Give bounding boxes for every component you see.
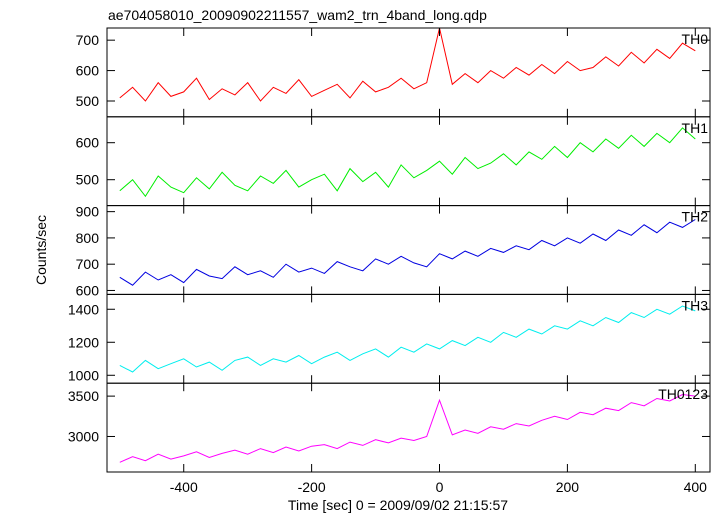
y-tick-label: 3500 <box>68 388 99 404</box>
chart-title: ae704058010_20090902211557_wam2_trn_4ban… <box>108 7 487 23</box>
y-tick-label: 1400 <box>68 301 99 317</box>
data-line <box>119 127 696 198</box>
y-tick-label: 500 <box>76 93 100 109</box>
y-tick-label: 800 <box>76 230 100 246</box>
data-line <box>119 305 696 373</box>
y-tick-label: 700 <box>76 32 100 48</box>
x-tick-label: -400 <box>170 479 198 495</box>
x-tick-label: 200 <box>556 479 580 495</box>
y-tick-label: 1200 <box>68 334 99 350</box>
panel-label: TH3 <box>682 297 709 313</box>
panel-frame <box>106 293 711 384</box>
panel-frame <box>106 205 711 295</box>
data-line <box>119 27 696 102</box>
y-tick-label: 600 <box>76 135 100 151</box>
y-axis-label: Counts/sec <box>33 215 49 285</box>
y-tick-label: 600 <box>76 282 100 298</box>
panel-label: TH1 <box>682 120 709 136</box>
panel-frame <box>106 382 711 473</box>
y-tick-label: 600 <box>76 63 100 79</box>
y-tick-label: 3000 <box>68 428 99 444</box>
panel-frame <box>106 116 711 207</box>
y-tick-label: 500 <box>76 172 100 188</box>
data-line <box>119 219 696 286</box>
x-axis-label: Time [sec] 0 = 2009/09/02 21:15:57 <box>288 497 508 513</box>
data-line <box>119 393 696 463</box>
y-tick-label: 700 <box>76 256 100 272</box>
x-tick-label: 0 <box>436 479 444 495</box>
panel-label: TH0 <box>682 31 709 47</box>
panel-label: TH0123 <box>658 386 708 402</box>
x-tick-label: -200 <box>298 479 326 495</box>
y-tick-label: 1000 <box>68 367 99 383</box>
panel-frame <box>106 27 711 118</box>
panel-label: TH2 <box>682 209 709 225</box>
y-tick-label: 900 <box>76 204 100 220</box>
x-tick-label: 400 <box>684 479 708 495</box>
